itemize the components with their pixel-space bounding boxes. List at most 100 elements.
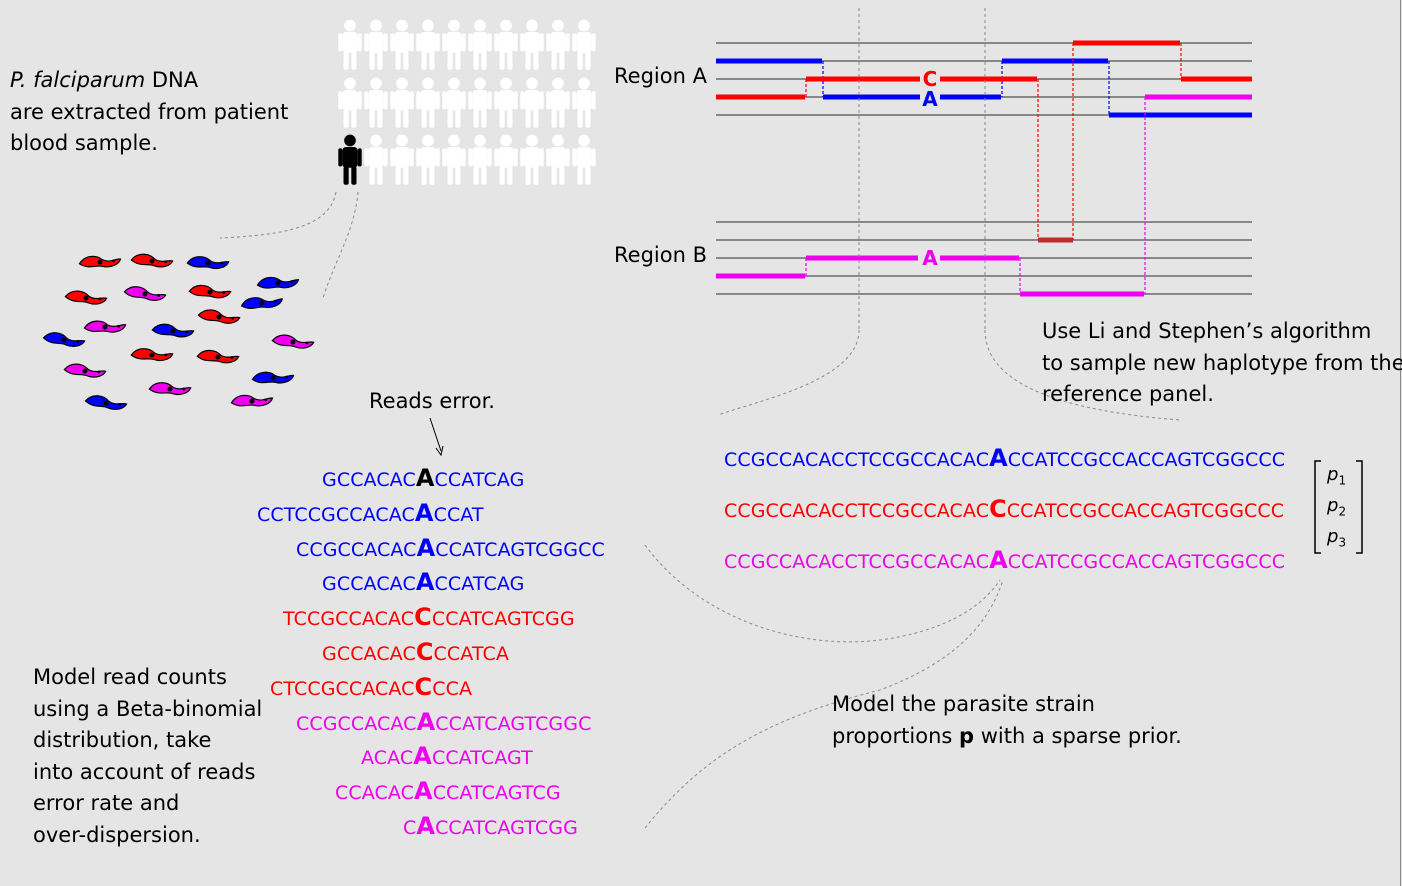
person-icon <box>546 19 570 70</box>
read-suffix: CCATCAG <box>434 573 525 596</box>
parasite-icon <box>64 289 108 306</box>
model-reads-note: Model read counts using a Beta-binomial … <box>33 662 262 851</box>
read-suffix: CCATCA <box>433 643 509 665</box>
region-b-label: Region B <box>614 243 707 267</box>
read-prefix: CCTCCGCCACAC <box>257 503 415 526</box>
read-allele: A <box>414 777 433 806</box>
read-suffix: CCATCAGTCGG <box>435 817 578 839</box>
read-allele: C <box>415 638 434 666</box>
person-icon <box>442 134 466 185</box>
person-icon <box>338 19 362 70</box>
model-strain-line-2-post: with a sparse prior. <box>974 723 1182 748</box>
read-allele: A <box>416 707 436 736</box>
person-icon <box>572 134 596 185</box>
proportion-entry: p2 <box>1327 495 1346 519</box>
parasite-icon <box>148 382 192 396</box>
model-reads-line: using a Beta-binomial <box>33 696 263 721</box>
parasite-icon <box>271 333 315 350</box>
region-b-allele-a: A <box>922 246 938 270</box>
algorithm-note-line: Use Li and Stephen’s algorithm <box>1042 319 1372 343</box>
region-a-allele-a: A <box>922 87 938 111</box>
model-reads-line: into account of reads <box>33 759 256 784</box>
parasite-icon <box>83 319 127 335</box>
parasite-icon <box>230 392 274 409</box>
read-prefix: GCCACAC <box>322 643 416 665</box>
algorithm-note: Use Li and Stephen’s algorithm to sample… <box>1042 316 1402 411</box>
haplotype-allele: C <box>989 495 1007 523</box>
read-allele: C <box>414 672 433 701</box>
read-sequence: GCCACACACCATCAG <box>322 568 525 597</box>
proportion-entry: p1 <box>1327 464 1346 488</box>
person-icon <box>468 19 492 70</box>
proportion-index: 3 <box>1338 535 1347 550</box>
parasite-icon <box>251 369 295 386</box>
proportion-entry: p3 <box>1327 526 1346 550</box>
person-icon <box>364 19 388 70</box>
parasite-icon <box>84 393 128 412</box>
proportion-symbol: p <box>1327 526 1339 547</box>
read-suffix: CCA <box>432 677 473 700</box>
species-name: P. falciparum <box>10 68 146 92</box>
read-allele: A <box>414 498 434 527</box>
read-suffix: CCATCAG <box>434 469 525 491</box>
haplotype-allele: A <box>989 546 1008 574</box>
person-icon <box>494 19 518 70</box>
read-allele: A <box>415 568 435 597</box>
read-suffix: CCATCAGTCGGCC <box>435 538 605 561</box>
haplotype-allele: A <box>989 444 1008 472</box>
parasite-icon <box>123 284 167 303</box>
parasite-icon <box>130 253 174 269</box>
person-icon <box>364 134 388 185</box>
read-allele: A <box>416 812 436 840</box>
read-sequence: CCGCCACACACCATCAGTCGGC <box>296 707 591 736</box>
person-icon <box>442 19 466 70</box>
model-strain-note: Model the parasite strain proportions p … <box>832 689 1182 752</box>
blue-haplotype-path <box>716 58 1252 118</box>
person-icon <box>546 77 570 128</box>
read-allele: A <box>413 742 432 771</box>
person-icon <box>442 77 466 128</box>
person-icon <box>390 77 414 128</box>
model-reads-line: distribution, take <box>33 728 212 752</box>
proportion-symbol: p <box>1327 464 1339 485</box>
species-rest: DNA <box>145 68 199 92</box>
haplotype-prefix: CCGCCACACCTCCGCCACAC <box>724 449 990 471</box>
person-icon <box>494 77 518 128</box>
red-haplotype-path <box>716 40 1252 243</box>
algorithm-note-line: to sample new haplotype from the <box>1042 350 1402 375</box>
read-prefix: GCCACAC <box>322 573 416 596</box>
haplotype-sequence: CCGCCACACCTCCGCCACACCCCATCCGCCACCAGTCGGC… <box>724 495 1284 523</box>
read-prefix: CCACAC <box>335 782 414 805</box>
person-icon <box>416 134 440 185</box>
read-suffix: CCATCAGTCGG <box>431 608 575 631</box>
read-suffix: CCATCAGTCG <box>432 782 561 805</box>
patient-icon-highlighted <box>338 134 362 185</box>
haplotype-sequence: CCGCCACACCTCCGCCACACACCATCCGCCACCAGTCGGC… <box>724 546 1286 574</box>
read-allele: A <box>415 464 435 492</box>
read-sequence: GCCACACCCCATCA <box>322 638 509 666</box>
person-icon <box>572 77 596 128</box>
model-strain-line-2-pre: proportions <box>832 723 960 748</box>
person-icon <box>468 77 492 128</box>
haplotype-suffix: CCATCCGCCACCAGTCGGCCC <box>1007 551 1286 573</box>
read-prefix: CCGCCACAC <box>296 538 417 561</box>
haplotype-prefix: CCGCCACACCTCCGCCACAC <box>724 551 990 573</box>
person-icon <box>546 134 570 185</box>
region-a-label: Region A <box>614 64 707 88</box>
read-prefix: CCGCCACAC <box>296 712 417 735</box>
read-prefix: ACAC <box>361 747 414 770</box>
read-prefix: C <box>403 817 417 839</box>
reference-panel: C A A <box>716 40 1252 297</box>
reads-error-label: Reads error. <box>369 389 495 413</box>
person-icon <box>468 134 492 185</box>
person-icon <box>390 134 414 185</box>
read-sequence: TCCGCCACACCCCATCAGTCGG <box>283 605 575 631</box>
parasite-icon <box>240 293 284 312</box>
connector-lines <box>219 191 1004 829</box>
read-sequence: CACCATCAGTCGG <box>403 812 578 840</box>
read-sequence: CCGCCACACACCATCAGTCGGCC <box>296 536 605 561</box>
person-icon <box>520 77 544 128</box>
parasite-icon <box>63 362 107 379</box>
parasite-icon <box>151 323 195 339</box>
